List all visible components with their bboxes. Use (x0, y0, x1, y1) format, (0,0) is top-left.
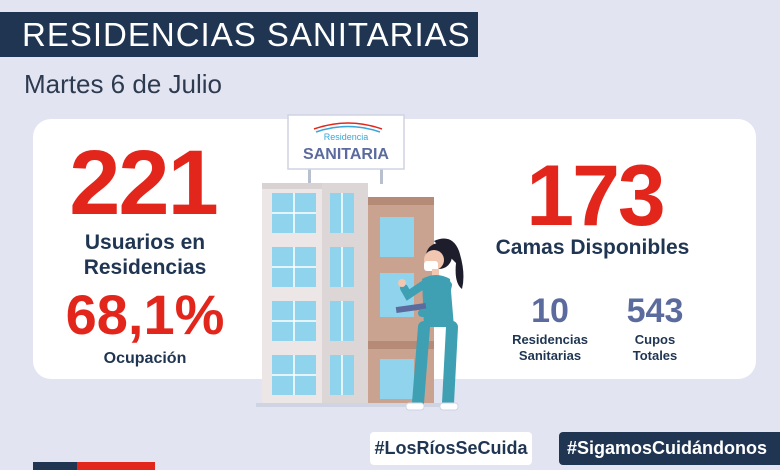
flag-blue-segment (33, 462, 77, 470)
beds-available-label: Camas Disponibles (495, 236, 690, 259)
total-capacity-count: 543 (626, 292, 684, 330)
hashtag-sigamos: #SigamosCuidándonos (559, 432, 780, 465)
capacity-label-line2: Totales (632, 348, 678, 363)
building-nurse-illustration: Residencia SANITARIA (256, 114, 464, 411)
sign-line1: Residencia (324, 132, 369, 142)
date-subtitle: Martes 6 de Julio (24, 69, 222, 99)
beds-available-count: 173 (526, 148, 666, 244)
occupancy-percent: 68,1% (65, 283, 225, 346)
residences-label-line1: Residencias (512, 332, 588, 347)
capacity-label-line1: Cupos (634, 332, 676, 347)
residences-label: Residencias Sanitarias (495, 332, 605, 364)
page-title: RESIDENCIAS SANITARIAS (0, 12, 478, 57)
residencia-sign: Residencia SANITARIA (287, 114, 405, 170)
residences-count: 10 (531, 292, 569, 330)
total-capacity-label: Cupos Totales (605, 332, 705, 364)
occupancy-label: Ocupación (103, 350, 187, 367)
users-label-line2: Residencias (83, 256, 207, 279)
users-label-line1: Usuarios en (84, 231, 206, 254)
nurse-figure (395, 238, 464, 411)
hashtag-losrios: #LosRíosSeCuida (370, 432, 532, 465)
sign-line2: SANITARIA (303, 146, 389, 163)
users-count: 221 (69, 132, 219, 234)
users-label: Usuarios en Residencias (50, 230, 240, 280)
residences-label-line2: Sanitarias (518, 348, 582, 363)
flag-stripe (33, 462, 155, 470)
flag-red-segment (77, 462, 155, 470)
